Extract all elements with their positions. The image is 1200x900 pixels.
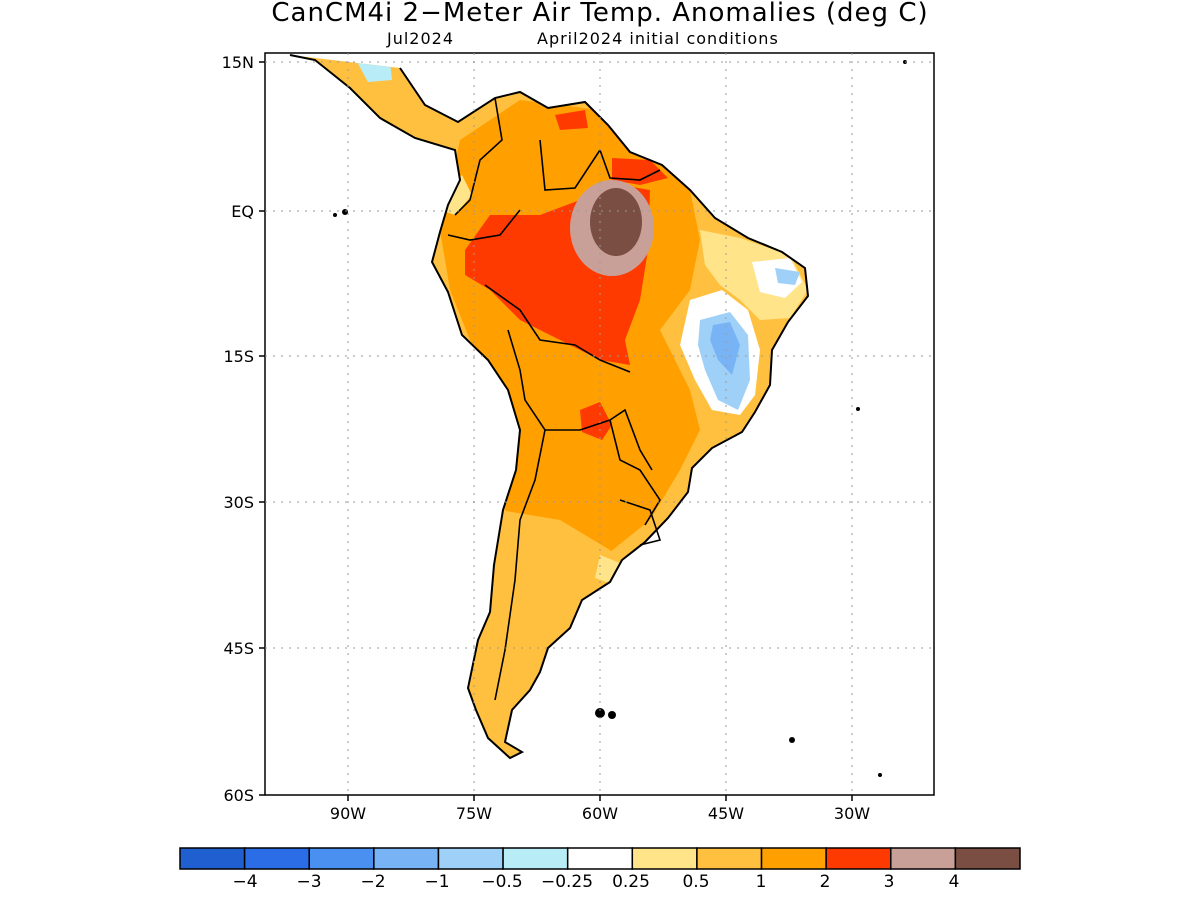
legend-swatch-11 <box>825 847 892 870</box>
lon-label-30w: 30W <box>834 804 870 823</box>
legend-swatch-12 <box>890 847 957 870</box>
lon-label-75w: 75W <box>456 804 492 823</box>
legend-label-12: 4 <box>948 872 960 892</box>
lat-label-30s: 30S <box>223 493 254 512</box>
legend-label-2: −3 <box>296 872 322 892</box>
lat-label-45s: 45S <box>223 639 254 658</box>
lon-label-60w: 60W <box>582 804 618 823</box>
forecast-month: Jul2024 <box>387 29 455 48</box>
legend-swatch-7 <box>566 847 634 870</box>
legend-label-11: 3 <box>883 872 895 892</box>
legend-swatch-1 <box>179 847 246 870</box>
legend-label-4: −1 <box>424 872 450 892</box>
country-borders <box>447 97 662 701</box>
coastline <box>289 54 810 760</box>
lon-label-45w: 45W <box>708 804 744 823</box>
legend-label-3: −2 <box>360 872 386 892</box>
lat-label-15n: 15N <box>222 53 254 72</box>
legend-label-7: 0.25 <box>612 872 650 892</box>
legend-swatch-3 <box>308 847 375 870</box>
legend-label-8: 0.5 <box>682 872 710 892</box>
chart-title: CanCM4i 2−Meter Air Temp. Anomalies (deg… <box>271 0 929 28</box>
lon-label-90w: 90W <box>330 804 366 823</box>
legend-swatch-5 <box>437 847 504 870</box>
legend-swatch-9 <box>696 847 763 870</box>
legend-label-6: −0.25 <box>540 872 594 892</box>
legend-label-10: 2 <box>819 872 831 892</box>
legend-swatch-8 <box>631 847 698 870</box>
islands <box>333 60 907 777</box>
lat-ticks <box>259 61 853 801</box>
lat-label-60s: 60S <box>223 786 254 805</box>
lat-label-eq: EQ <box>231 202 254 221</box>
legend-swatch-10 <box>760 847 827 870</box>
legend-label-1: −4 <box>232 872 258 892</box>
legend-colorbar <box>179 847 1021 870</box>
legend-label-9: 1 <box>755 872 767 892</box>
initial-conditions-label: April2024 initial conditions <box>537 29 779 48</box>
legend-label-5: −0.5 <box>481 872 523 892</box>
legend-swatch-13 <box>954 847 1021 870</box>
legend-swatch-4 <box>373 847 440 870</box>
legend-swatch-2 <box>243 847 310 870</box>
legend-swatch-6 <box>502 847 569 870</box>
lat-label-15s: 15S <box>223 347 254 366</box>
